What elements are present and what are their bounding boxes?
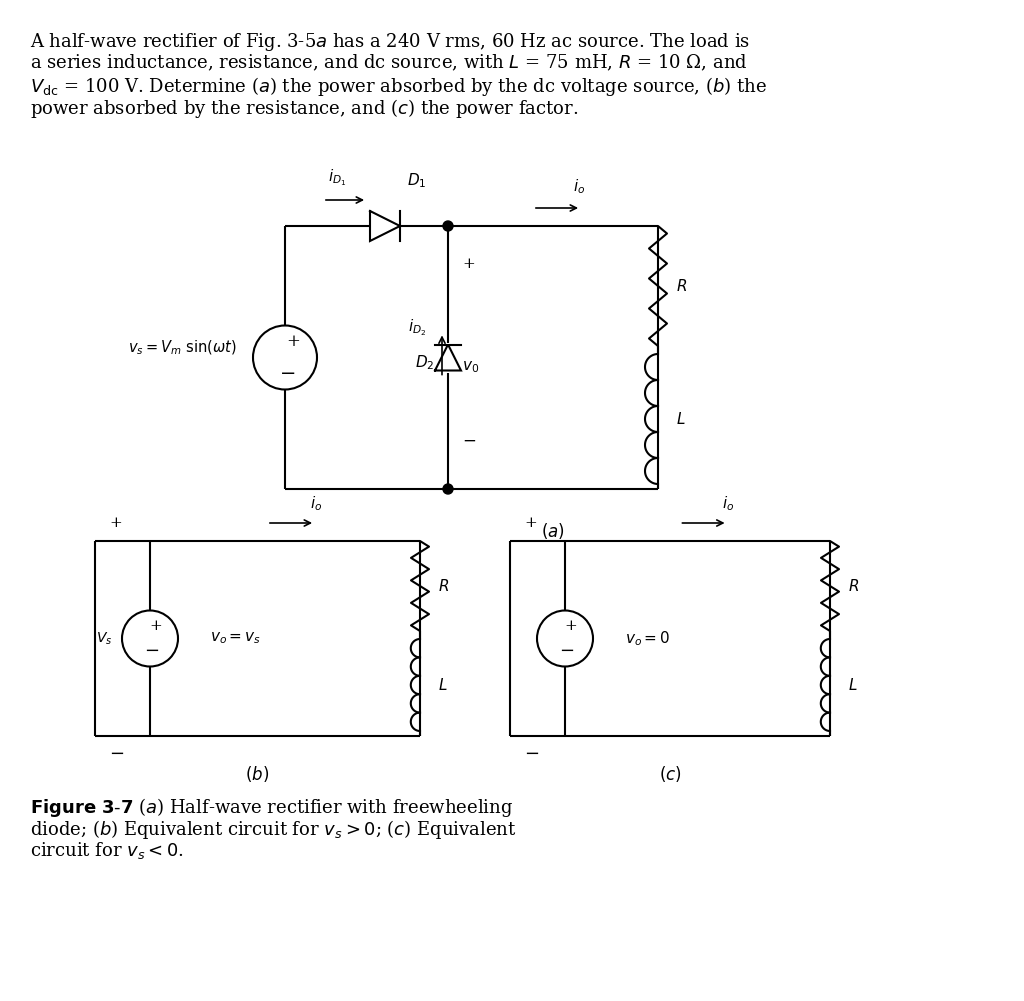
- Text: $i_o$: $i_o$: [573, 177, 586, 196]
- Text: $i_o$: $i_o$: [310, 494, 323, 513]
- Circle shape: [443, 484, 453, 494]
- Text: $i_{D_2}$: $i_{D_2}$: [408, 317, 426, 337]
- Text: $V_{\mathrm{dc}}$ = 100 V. Determine ($a$) the power absorbed by the dc voltage : $V_{\mathrm{dc}}$ = 100 V. Determine ($a…: [30, 75, 767, 98]
- Text: a series inductance, resistance, and dc source, with $L$ = 75 mH, $R$ = 10 Ω, an: a series inductance, resistance, and dc …: [30, 53, 748, 73]
- Text: $(a)$: $(a)$: [541, 521, 565, 541]
- Text: $L$: $L$: [676, 411, 686, 427]
- Text: $R$: $R$: [438, 578, 450, 594]
- Text: $(c)$: $(c)$: [658, 764, 681, 784]
- Text: −: −: [109, 745, 124, 763]
- Text: $i_{D_1}$: $i_{D_1}$: [328, 167, 346, 188]
- Text: $R$: $R$: [676, 278, 687, 294]
- Text: $V_s$: $V_s$: [95, 631, 112, 647]
- Text: $v_o = 0$: $v_o = 0$: [625, 630, 671, 648]
- Text: $v_0$: $v_0$: [462, 359, 479, 375]
- Text: $L$: $L$: [438, 677, 447, 693]
- Text: −: −: [559, 642, 574, 660]
- Text: $v_s = V_m\ \sin(\omega t)$: $v_s = V_m\ \sin(\omega t)$: [128, 338, 237, 356]
- Text: $D_1$: $D_1$: [407, 171, 426, 190]
- Text: diode; ($b$) Equivalent circuit for $v_s > 0$; ($c$) Equivalent: diode; ($b$) Equivalent circuit for $v_s…: [30, 818, 516, 841]
- Text: +: +: [150, 620, 163, 634]
- Text: A half-wave rectifier of Fig. 3-5$a$ has a 240 V rms, 60 Hz ac source. The load : A half-wave rectifier of Fig. 3-5$a$ has…: [30, 31, 751, 53]
- Text: −: −: [524, 745, 539, 763]
- Text: $L$: $L$: [848, 677, 857, 693]
- Text: $(b)$: $(b)$: [246, 764, 269, 784]
- Text: +: +: [109, 516, 122, 530]
- Text: −: −: [144, 642, 160, 660]
- Text: $D_2$: $D_2$: [415, 353, 434, 371]
- Text: power absorbed by the resistance, and ($c$) the power factor.: power absorbed by the resistance, and ($…: [30, 97, 579, 120]
- Text: −: −: [280, 364, 296, 382]
- Text: $v_o = v_s$: $v_o = v_s$: [210, 631, 261, 647]
- Text: +: +: [286, 333, 300, 350]
- Text: −: −: [462, 432, 476, 449]
- Text: circuit for $v_s < 0$.: circuit for $v_s < 0$.: [30, 840, 184, 861]
- Text: $\bf{Figure\ 3\text{-}7}$ ($a$) Half-wave rectifier with freewheeling: $\bf{Figure\ 3\text{-}7}$ ($a$) Half-wav…: [30, 796, 513, 819]
- Text: +: +: [462, 257, 475, 271]
- Circle shape: [443, 221, 453, 231]
- Text: $R$: $R$: [848, 578, 859, 594]
- Text: +: +: [564, 620, 578, 634]
- Text: $i_o$: $i_o$: [723, 494, 735, 513]
- Text: +: +: [524, 516, 537, 530]
